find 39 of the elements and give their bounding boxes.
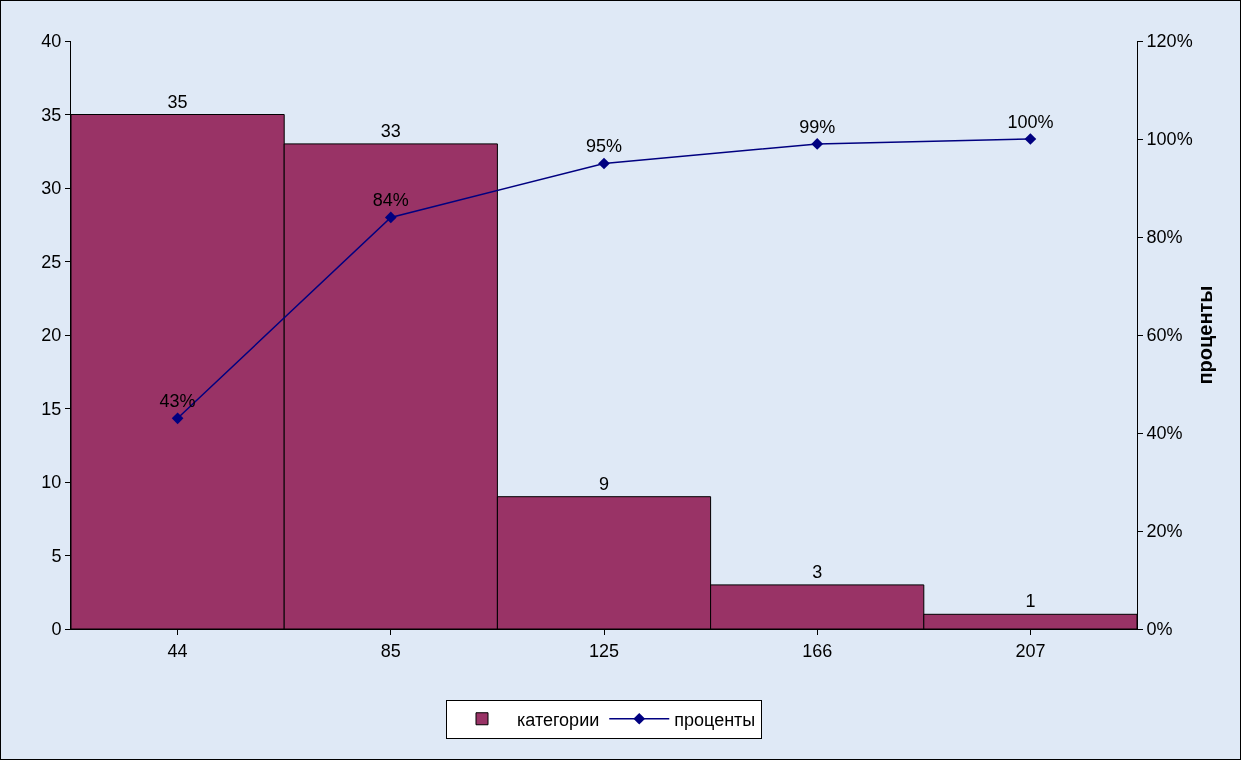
- y-tick-label: 20: [41, 325, 62, 346]
- point: [811, 138, 824, 150]
- y2-tick-label: 80%: [1146, 227, 1183, 248]
- x-tick-label: 125: [588, 640, 620, 661]
- x-tick-label: 85: [380, 640, 401, 661]
- y2-tick-label: 120%: [1146, 31, 1193, 52]
- legend-label: проценты: [674, 709, 756, 730]
- y-tick-label: 5: [51, 545, 62, 566]
- data-label: 35: [167, 91, 188, 112]
- y2-tick-label: 60%: [1146, 325, 1183, 346]
- y-tick-label: 30: [41, 178, 62, 199]
- data-label: 43%: [159, 391, 196, 412]
- data-label: 95%: [585, 136, 623, 157]
- data-label: 9: [598, 473, 610, 494]
- x-tick-label: 44: [167, 640, 188, 661]
- y-tick-label: 35: [41, 104, 62, 125]
- y-tick-label: 10: [41, 472, 62, 493]
- y2-axis-title: проценты: [1194, 285, 1217, 385]
- point: [1024, 133, 1037, 145]
- y-tick-label: 0: [51, 619, 62, 640]
- data-label: 84%: [372, 190, 409, 211]
- y-tick-label: 15: [41, 398, 62, 419]
- y-tick-label: 25: [41, 251, 62, 272]
- data-label: 3: [812, 561, 823, 582]
- x-tick-label: 166: [802, 640, 833, 661]
- data-label: 1: [1025, 591, 1036, 612]
- y2-tick-label: 100%: [1146, 129, 1193, 150]
- legend-label: категории: [517, 709, 600, 730]
- data-label: 99%: [799, 116, 836, 137]
- y2-tick-label: 0%: [1146, 619, 1173, 640]
- point: [384, 211, 397, 224]
- point: [598, 157, 610, 170]
- x-tick-label: 207: [1015, 640, 1046, 661]
- y2-tick-label: 20%: [1146, 521, 1183, 542]
- data-label: 33: [380, 120, 401, 141]
- point: [171, 412, 184, 425]
- y2-tick-label: 40%: [1146, 423, 1183, 444]
- y-tick-label: 40: [41, 31, 62, 52]
- data-label: 100%: [1007, 111, 1054, 132]
